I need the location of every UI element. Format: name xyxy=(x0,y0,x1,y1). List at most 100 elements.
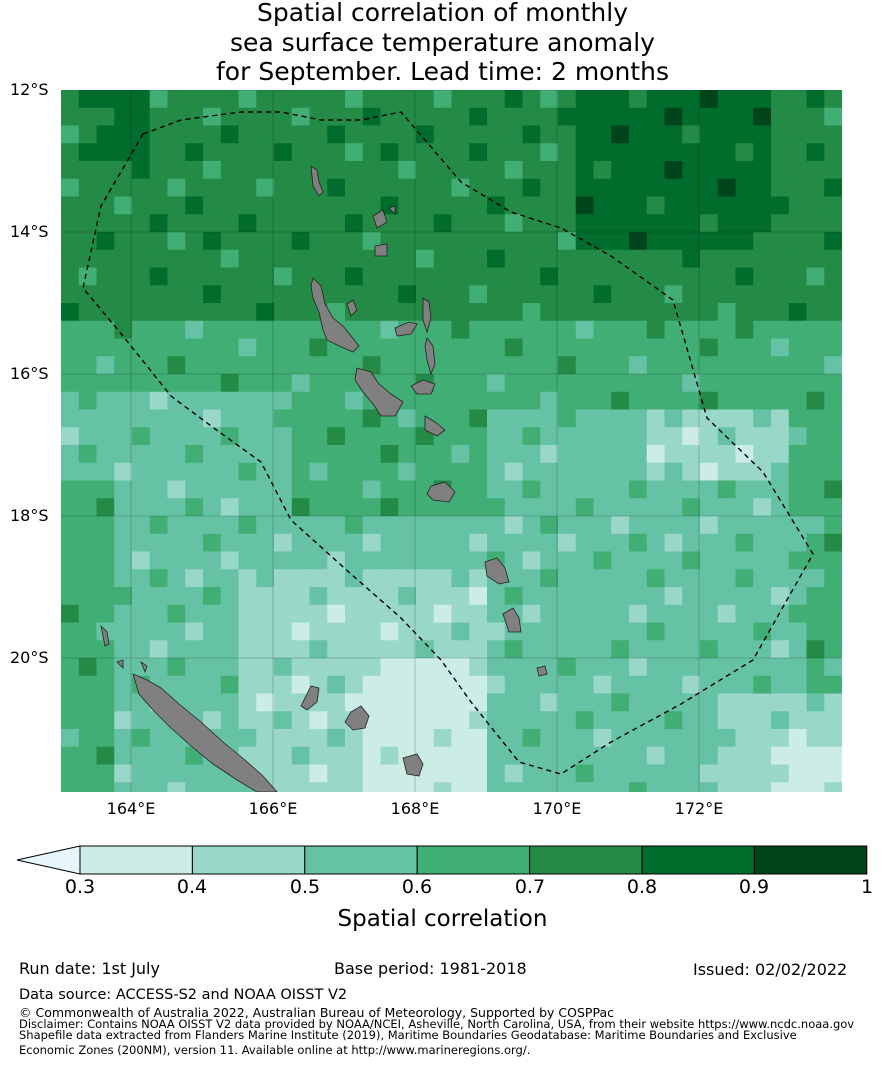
correlation-cell xyxy=(61,338,80,357)
correlation-cell xyxy=(504,675,523,694)
correlation-cell xyxy=(132,711,151,730)
correlation-cell xyxy=(664,569,683,588)
correlation-cell xyxy=(788,587,807,606)
correlation-cell xyxy=(274,675,293,694)
correlation-cell xyxy=(558,587,577,606)
correlation-cell xyxy=(682,462,701,481)
correlation-cell xyxy=(469,374,488,393)
correlation-cell xyxy=(203,445,222,464)
correlation-cell xyxy=(700,462,719,481)
correlation-cell xyxy=(114,320,133,339)
correlation-cell xyxy=(788,107,807,126)
correlation-cell xyxy=(664,498,683,517)
correlation-cell xyxy=(345,764,364,783)
correlation-cell xyxy=(61,303,80,322)
correlation-cell xyxy=(362,161,381,180)
correlation-cell xyxy=(345,622,364,641)
correlation-cell xyxy=(682,569,701,588)
correlation-cell xyxy=(203,480,222,499)
correlation-cell xyxy=(664,267,683,286)
correlation-cell xyxy=(788,90,807,109)
correlation-cell xyxy=(788,569,807,588)
correlation-cell xyxy=(149,462,168,481)
correlation-cell xyxy=(771,338,790,357)
correlation-cell xyxy=(256,214,275,233)
correlation-cell xyxy=(114,622,133,641)
correlation-cell xyxy=(717,746,736,765)
correlation-cell xyxy=(327,516,346,535)
correlation-cell xyxy=(327,746,346,765)
correlation-cell xyxy=(700,516,719,535)
correlation-cell xyxy=(380,356,399,375)
correlation-cell xyxy=(78,338,97,357)
correlation-cell xyxy=(291,214,310,233)
correlation-cell xyxy=(469,143,488,162)
correlation-cell xyxy=(771,711,790,730)
correlation-cell xyxy=(185,675,204,694)
correlation-cell xyxy=(646,516,665,535)
correlation-cell xyxy=(61,196,80,215)
correlation-cell xyxy=(433,746,452,765)
correlation-cell xyxy=(61,711,80,730)
correlation-cell xyxy=(611,338,630,357)
correlation-cell xyxy=(345,125,364,144)
correlation-cell xyxy=(469,516,488,535)
correlation-cell xyxy=(540,569,559,588)
correlation-cell xyxy=(575,445,594,464)
correlation-cell xyxy=(220,693,239,712)
correlation-cell xyxy=(309,356,328,375)
correlation-cell xyxy=(788,427,807,446)
correlation-cell xyxy=(504,658,523,677)
correlation-cell xyxy=(824,764,842,783)
correlation-cell xyxy=(96,303,115,322)
correlation-cell xyxy=(345,249,364,268)
correlation-cell xyxy=(238,693,257,712)
correlation-cell xyxy=(664,587,683,606)
correlation-cell xyxy=(327,249,346,268)
correlation-cell xyxy=(203,267,222,286)
epi-island xyxy=(424,415,446,437)
correlation-cell xyxy=(540,675,559,694)
correlation-cell xyxy=(735,587,754,606)
correlation-cell xyxy=(345,285,364,304)
correlation-cell xyxy=(238,356,257,375)
correlation-cell xyxy=(824,658,842,677)
disclaimer-line-1: Disclaimer: Contains NOAA OISST V2 data … xyxy=(19,1017,855,1031)
run-date: Run date: 1st July xyxy=(19,959,160,978)
correlation-cell xyxy=(380,178,399,197)
correlation-cell xyxy=(682,107,701,126)
correlation-cell xyxy=(771,409,790,428)
correlation-cell xyxy=(558,161,577,180)
correlation-cell xyxy=(149,587,168,606)
correlation-cell xyxy=(362,445,381,464)
correlation-cell xyxy=(433,498,452,517)
correlation-cell xyxy=(575,427,594,446)
correlation-cell xyxy=(78,480,97,499)
correlation-cell xyxy=(132,640,151,659)
correlation-cell xyxy=(611,569,630,588)
correlation-cell xyxy=(380,551,399,570)
correlation-cell xyxy=(788,285,807,304)
correlation-cell xyxy=(114,533,133,552)
correlation-cell xyxy=(824,374,842,393)
correlation-cell xyxy=(646,267,665,286)
correlation-cell xyxy=(682,249,701,268)
correlation-cell xyxy=(575,285,594,304)
correlation-cell xyxy=(238,125,257,144)
correlation-cell xyxy=(416,498,435,517)
correlation-cell xyxy=(522,445,541,464)
correlation-cell xyxy=(558,232,577,251)
correlation-cell xyxy=(629,729,648,748)
correlation-cell xyxy=(629,391,648,410)
correlation-cell xyxy=(114,675,133,694)
correlation-cell xyxy=(433,320,452,339)
correlation-cell xyxy=(788,320,807,339)
correlation-cell xyxy=(256,303,275,322)
correlation-cell xyxy=(220,480,239,499)
correlation-cell xyxy=(629,551,648,570)
correlation-cell xyxy=(451,658,470,677)
correlation-cell xyxy=(735,391,754,410)
correlation-cell xyxy=(717,249,736,268)
correlation-cell xyxy=(256,498,275,517)
correlation-cell xyxy=(132,391,151,410)
